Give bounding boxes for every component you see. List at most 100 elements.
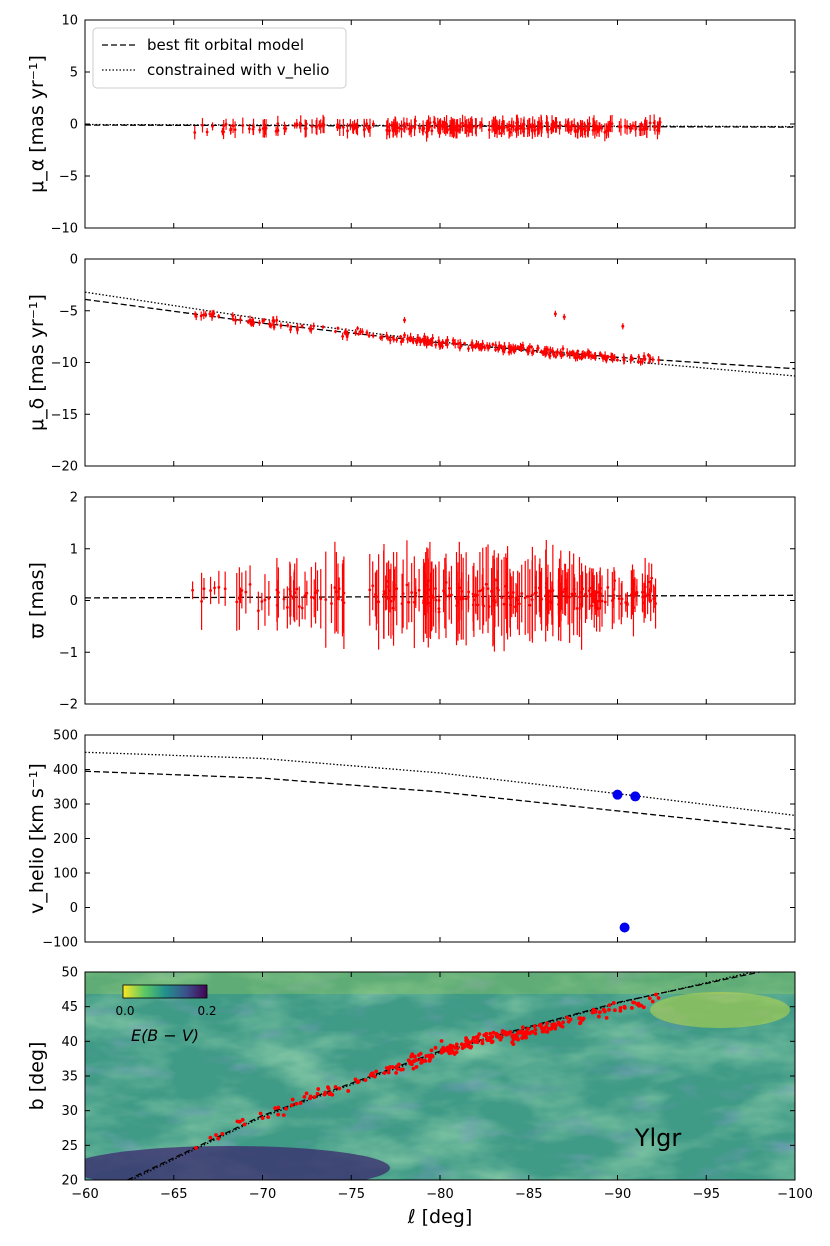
star-point	[486, 346, 490, 350]
star-point	[544, 352, 548, 356]
star-point	[403, 318, 406, 322]
star-point	[392, 597, 395, 601]
sky-star	[500, 1029, 505, 1033]
star-point	[371, 122, 375, 126]
sky-star	[590, 1010, 595, 1015]
star-point	[354, 330, 357, 334]
star-point	[568, 595, 572, 599]
star-point	[533, 125, 537, 129]
star-point	[467, 126, 471, 129]
star-point	[395, 126, 399, 130]
sky-star	[409, 1062, 414, 1067]
star-point	[439, 124, 442, 128]
sky-star	[216, 1136, 221, 1141]
velocity-point	[612, 789, 623, 800]
sky-star	[455, 1046, 460, 1051]
sky-star	[523, 1033, 528, 1038]
star-point	[330, 602, 333, 605]
sky-star	[315, 1091, 320, 1096]
star-point	[565, 351, 569, 355]
star-point	[408, 337, 412, 341]
xtick-label: −95	[693, 1187, 720, 1202]
sky-star	[409, 1054, 414, 1059]
star-point	[193, 131, 197, 134]
star-point	[474, 345, 477, 348]
sky-star	[423, 1059, 428, 1063]
ytick-label: 5	[70, 66, 78, 81]
star-point	[391, 128, 395, 132]
star-point	[645, 127, 649, 131]
sky-star	[607, 1003, 612, 1008]
sky-star	[484, 1031, 489, 1036]
sky-star	[276, 1112, 281, 1117]
sky-star	[326, 1086, 331, 1091]
star-point	[385, 124, 389, 128]
sky-star	[469, 1044, 474, 1049]
sky-star	[337, 1086, 342, 1091]
star-point	[251, 320, 255, 324]
star-point	[282, 597, 286, 601]
sky-star	[308, 1096, 312, 1101]
sky-star	[411, 1066, 416, 1071]
star-point	[293, 124, 297, 127]
star-point	[399, 335, 402, 338]
star-point	[223, 587, 227, 591]
star-point	[241, 124, 245, 127]
star-point	[619, 125, 623, 129]
star-point	[267, 596, 271, 600]
star-point	[523, 596, 527, 600]
star-point	[459, 125, 463, 129]
star-point	[395, 338, 399, 342]
ytick-label: 100	[53, 867, 78, 882]
sky-star	[427, 1058, 432, 1063]
star-point	[437, 339, 441, 343]
star-point	[561, 353, 565, 357]
star-point	[430, 129, 434, 133]
ytick-label: 25	[61, 1139, 78, 1154]
sky-star	[556, 1020, 561, 1025]
star-point	[487, 128, 491, 132]
star-point	[312, 324, 316, 328]
sky-star	[445, 1045, 450, 1050]
star-point	[596, 606, 600, 610]
star-point	[406, 337, 410, 341]
star-point	[310, 125, 314, 128]
star-point	[486, 587, 490, 591]
star-point	[309, 595, 313, 599]
star-point	[596, 128, 600, 131]
star-point	[415, 341, 419, 345]
star-point	[252, 125, 255, 129]
star-point	[275, 318, 279, 322]
ytick-label: −100	[42, 936, 78, 951]
star-point	[412, 600, 416, 604]
ytick-label: 0	[70, 594, 78, 609]
star-point	[363, 127, 366, 131]
star-point	[636, 360, 640, 363]
sky-star	[454, 1042, 459, 1047]
model-line-dashed	[84, 770, 796, 831]
sky-star	[208, 1135, 213, 1140]
sky-star	[276, 1105, 281, 1110]
colorbar: 0.0 0.2 E(B − V)	[115, 984, 217, 1045]
star-point	[258, 128, 262, 132]
legend: best fit orbital model constrained with v…	[92, 27, 347, 89]
sky-star	[454, 1050, 459, 1055]
star-point	[410, 591, 414, 594]
sky-star	[510, 1040, 515, 1045]
star-point	[423, 335, 426, 338]
star-point	[229, 127, 233, 131]
star-point	[453, 342, 457, 346]
model-line-dashed	[85, 594, 796, 599]
star-point	[334, 330, 337, 333]
sky-star	[516, 1030, 520, 1035]
star-point	[365, 122, 369, 126]
colorbar-label: E(B − V)	[131, 1026, 199, 1045]
star-point	[545, 597, 548, 601]
sky-star	[611, 1000, 616, 1005]
star-point	[494, 344, 498, 347]
star-point	[534, 586, 538, 589]
star-point	[633, 125, 637, 128]
star-point	[375, 595, 379, 599]
star-point	[234, 318, 237, 322]
star-point	[284, 127, 288, 131]
